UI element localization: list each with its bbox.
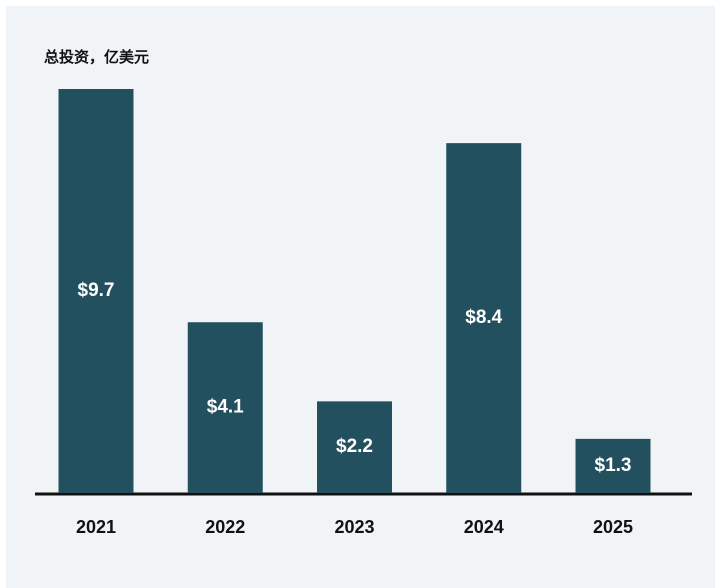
x-tick-label: 2024	[464, 517, 504, 537]
value-label: $4.1	[207, 397, 244, 418]
bar	[187, 322, 263, 493]
value-label: $1.3	[595, 455, 632, 476]
value-label: $2.2	[336, 436, 373, 457]
x-tick-label: 2023	[334, 517, 374, 537]
value-label: $8.4	[465, 307, 502, 328]
bar	[575, 438, 651, 493]
x-tick-label: 2021	[76, 517, 116, 537]
value-label: $9.7	[78, 280, 115, 301]
bar	[58, 89, 134, 493]
chart-title: 总投资，亿美元	[44, 48, 149, 66]
bar	[446, 143, 522, 493]
bar	[317, 401, 392, 493]
x-tick-label: 2022	[205, 517, 245, 537]
x-tick-label: 2025	[593, 517, 633, 537]
